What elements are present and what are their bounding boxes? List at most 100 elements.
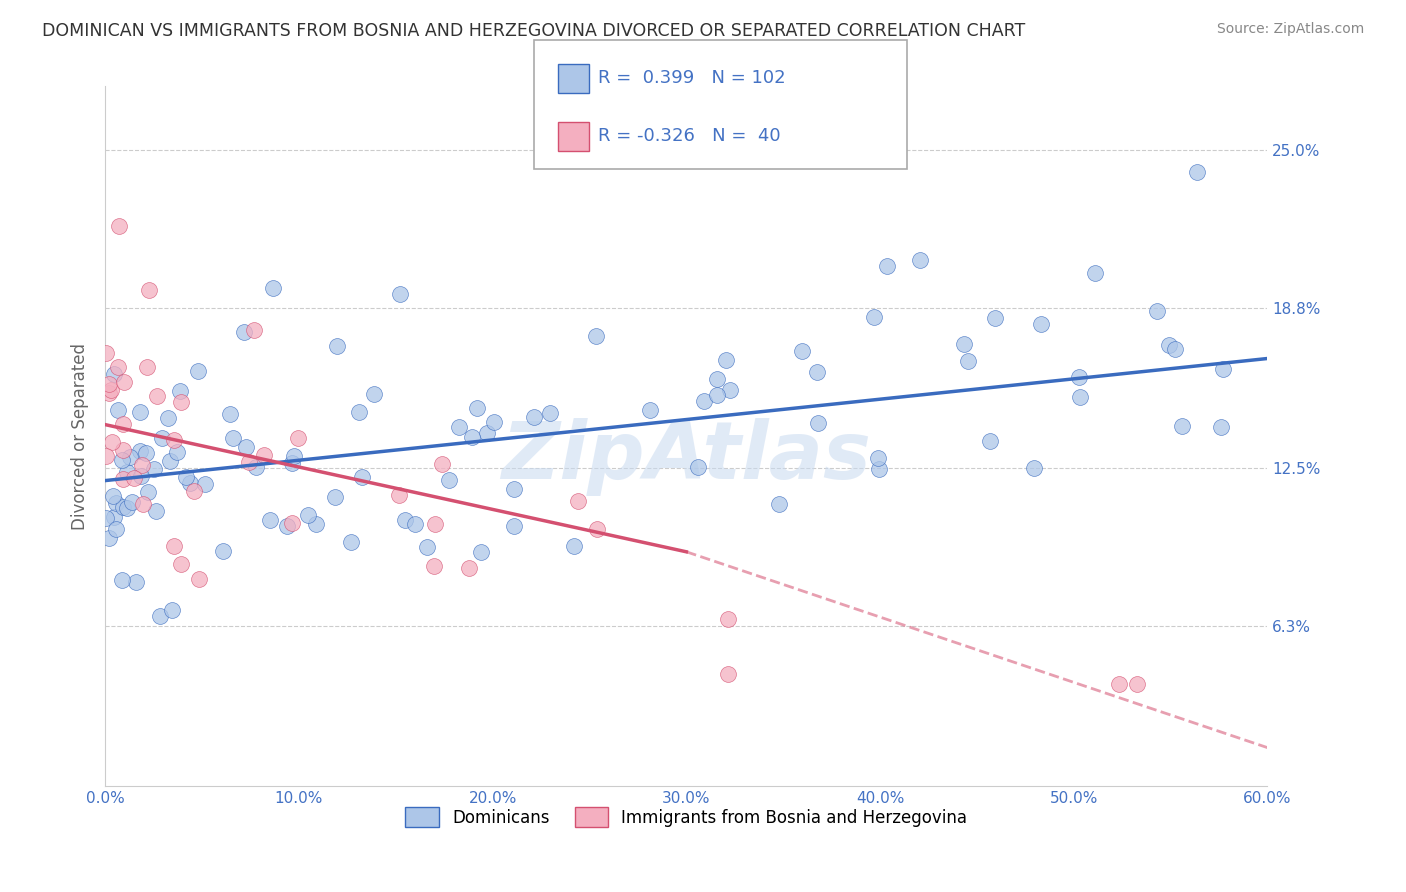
Legend: Dominicans, Immigrants from Bosnia and Herzegovina: Dominicans, Immigrants from Bosnia and H… xyxy=(399,801,974,833)
Point xyxy=(538,406,561,420)
Point xyxy=(212,544,235,558)
Point xyxy=(262,280,284,294)
Point xyxy=(1022,461,1045,475)
Point xyxy=(149,609,172,624)
Point xyxy=(163,433,186,447)
Point xyxy=(1029,317,1052,331)
Point xyxy=(170,558,193,572)
Point xyxy=(394,513,416,527)
Point xyxy=(107,360,129,375)
Point xyxy=(470,544,492,558)
Point xyxy=(1146,304,1168,318)
Point xyxy=(693,394,716,409)
Point xyxy=(112,375,135,389)
Point xyxy=(1084,266,1107,280)
Point xyxy=(135,446,157,460)
Point xyxy=(138,283,160,297)
Text: R = -0.326   N =  40: R = -0.326 N = 40 xyxy=(598,128,780,145)
Point xyxy=(297,508,319,522)
Y-axis label: Divorced or Separated: Divorced or Separated xyxy=(72,343,89,530)
Point xyxy=(187,364,209,378)
Point xyxy=(121,495,143,509)
Point xyxy=(129,469,152,483)
Point xyxy=(280,516,302,530)
Point xyxy=(1185,165,1208,179)
Point xyxy=(179,476,201,491)
Point xyxy=(111,500,134,514)
Point xyxy=(136,359,159,374)
Point xyxy=(243,323,266,337)
Text: ZipAtlas: ZipAtlas xyxy=(502,418,872,496)
Point xyxy=(94,449,117,463)
Point xyxy=(1069,390,1091,404)
Text: R =  0.399   N = 102: R = 0.399 N = 102 xyxy=(598,70,785,87)
Point xyxy=(131,458,153,472)
Text: DOMINICAN VS IMMIGRANTS FROM BOSNIA AND HERZEGOVINA DIVORCED OR SEPARATED CORREL: DOMINICAN VS IMMIGRANTS FROM BOSNIA AND … xyxy=(42,22,1025,40)
Point xyxy=(404,516,426,531)
Point xyxy=(111,472,134,486)
Point xyxy=(484,415,506,429)
Point xyxy=(222,431,245,445)
Point xyxy=(120,450,142,464)
Point xyxy=(717,612,740,626)
Point xyxy=(145,504,167,518)
Point xyxy=(129,444,152,458)
Point xyxy=(717,667,740,681)
Point xyxy=(449,420,471,434)
Point xyxy=(107,403,129,417)
Point xyxy=(1067,370,1090,384)
Point xyxy=(350,469,373,483)
Point xyxy=(910,252,932,267)
Point xyxy=(232,325,254,339)
Point xyxy=(125,574,148,589)
Point xyxy=(103,490,125,504)
Point xyxy=(104,523,127,537)
Point xyxy=(1211,419,1233,434)
Point xyxy=(706,372,728,386)
Point xyxy=(1108,677,1130,691)
Point xyxy=(111,573,134,587)
Point xyxy=(640,403,662,417)
Point xyxy=(475,426,498,441)
Point xyxy=(876,259,898,273)
Point xyxy=(100,383,122,397)
Point xyxy=(807,416,830,430)
Point xyxy=(188,573,211,587)
Point xyxy=(562,539,585,553)
Point xyxy=(522,410,544,425)
Point xyxy=(163,539,186,553)
Point xyxy=(503,482,526,496)
Point xyxy=(953,336,976,351)
Point xyxy=(1159,337,1181,351)
Point xyxy=(283,450,305,464)
Point xyxy=(156,410,179,425)
Point xyxy=(252,448,274,462)
Point xyxy=(176,470,198,484)
Point xyxy=(437,473,460,487)
Point xyxy=(115,501,138,516)
Point xyxy=(96,511,118,525)
Point xyxy=(169,384,191,399)
Point xyxy=(790,344,813,359)
Point xyxy=(150,431,173,445)
Point xyxy=(129,405,152,419)
Point xyxy=(146,389,169,403)
Point xyxy=(124,471,146,485)
Point xyxy=(245,460,267,475)
Point xyxy=(686,459,709,474)
Point xyxy=(112,417,135,432)
Point xyxy=(108,219,131,234)
Point xyxy=(714,352,737,367)
Point xyxy=(238,455,260,469)
Point xyxy=(142,461,165,475)
Point xyxy=(115,465,138,479)
Point xyxy=(416,540,439,554)
Point xyxy=(98,386,121,401)
Point xyxy=(866,450,889,465)
Point xyxy=(349,405,371,419)
Point xyxy=(706,388,728,402)
Point xyxy=(287,431,309,445)
Point xyxy=(103,368,125,382)
Point xyxy=(1171,418,1194,433)
Point xyxy=(101,434,124,449)
